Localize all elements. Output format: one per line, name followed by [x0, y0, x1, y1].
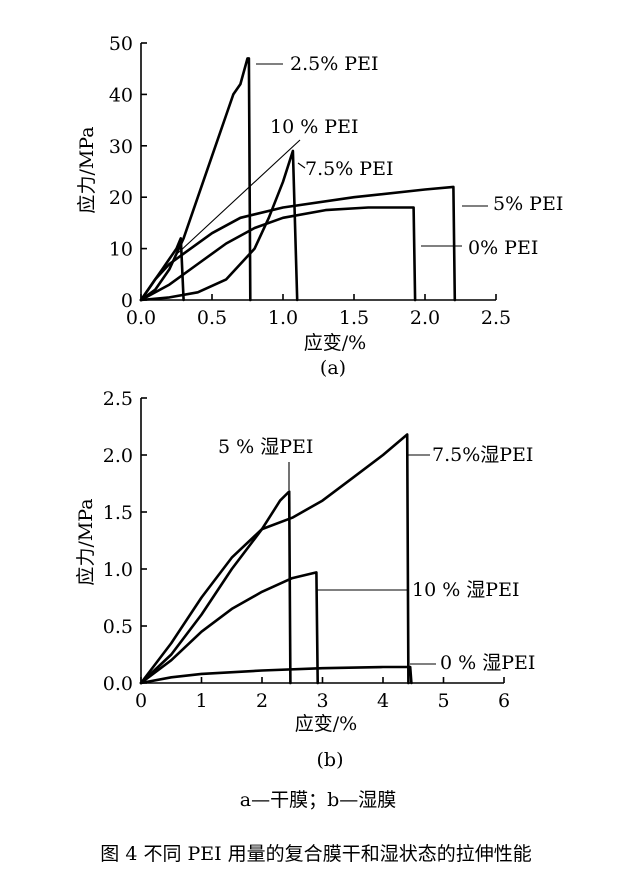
- panel-label-a: (a): [320, 357, 346, 379]
- y-tick-label: 1.5: [103, 502, 133, 524]
- y-tick-label: 30: [109, 136, 133, 158]
- y-tick-label: 40: [109, 84, 133, 106]
- curves-a: [139, 57, 457, 302]
- series-line: [139, 433, 410, 685]
- leaders-a: [177, 63, 488, 254]
- series-label: 2.5% PEI: [290, 53, 378, 75]
- series-leader-line: [177, 139, 301, 254]
- x-tick-label: 0: [135, 690, 147, 712]
- y-axis-title-b: 应力/MPa: [75, 498, 97, 585]
- x-tick-label: 1.5: [339, 307, 369, 329]
- series-leader-line: [297, 162, 306, 169]
- x-tick-label: 1.0: [268, 307, 298, 329]
- series-label: 0% PEI: [468, 237, 538, 259]
- labels-b: 5 % 湿PEI 7.5%湿PEI 10 % 湿PEI 0 % 湿PEI: [218, 436, 535, 674]
- series-line: [139, 57, 252, 302]
- x-tick-label: 3: [316, 690, 328, 712]
- y-tick-label: 0: [121, 290, 133, 312]
- chart-a: 0.0 0.5 1.0 1.5 2.0 2.5 0 10 20 30 40 50 2.5% PEI 10…: [76, 33, 563, 379]
- x-tick-label: 0.5: [197, 307, 227, 329]
- y-tick-label: 0.0: [103, 673, 133, 695]
- leaders-b: [288, 454, 436, 665]
- series-line: [139, 665, 413, 685]
- series-line: [139, 149, 299, 302]
- axes-b: 0 1 2 3 4 5 6 0.0 0.5 1.0 1.5 2.0 2.5: [103, 388, 510, 712]
- y-tick-label: 50: [109, 33, 133, 55]
- x-tick-label: 5: [437, 690, 449, 712]
- series-label: 7.5%湿PEI: [432, 444, 533, 466]
- series-line: [139, 206, 417, 302]
- series-line: [139, 490, 292, 685]
- series-label: 5 % 湿PEI: [218, 436, 313, 458]
- series-label: 0 % 湿PEI: [440, 652, 535, 674]
- y-tick-label: 10: [109, 239, 133, 261]
- x-tick-label: 2.0: [410, 307, 440, 329]
- x-tick-label: 2: [256, 690, 268, 712]
- x-tick-label: 0.0: [126, 307, 156, 329]
- axes-a: 0.0 0.5 1.0 1.5 2.0 2.5 0 10 20 30 40 50: [109, 33, 511, 329]
- series-label: 10 % PEI: [270, 116, 358, 138]
- x-tick-label: 1: [195, 690, 207, 712]
- labels-a: 2.5% PEI 10 % PEI 7.5% PEI 5% PEI 0% PEI: [270, 53, 563, 259]
- y-tick-label: 2.0: [103, 445, 133, 467]
- y-tick-label: 1.0: [103, 559, 133, 581]
- chart-b: 0 1 2 3 4 5 6 0.0 0.5 1.0 1.5 2.0 2.5 5 % 湿PEI 7.5%湿P…: [75, 388, 535, 771]
- x-axis-title-b: 应变/%: [295, 713, 357, 735]
- y-tick-label: 2.5: [103, 388, 133, 410]
- y-tick-label: 0.5: [103, 616, 133, 638]
- series-label: 7.5% PEI: [305, 158, 393, 180]
- x-axis-title-a: 应变/%: [304, 332, 366, 354]
- series-label: 5% PEI: [493, 193, 563, 215]
- legend-note: a—干膜；b—湿膜: [240, 789, 397, 811]
- y-axis-title-a: 应力/MPa: [76, 126, 98, 213]
- series-line: [139, 571, 319, 685]
- series-label: 10 % 湿PEI: [412, 579, 519, 601]
- y-tick-label: 20: [109, 187, 133, 209]
- x-tick-label: 4: [377, 690, 389, 712]
- series-line: [139, 185, 457, 302]
- panel-label-b: (b): [317, 749, 344, 771]
- x-tick-label: 6: [498, 690, 510, 712]
- curves-b: [139, 433, 413, 685]
- x-tick-label: 2.5: [481, 307, 511, 329]
- figure-caption: 图 4 不同 PEI 用量的复合膜干和湿状态的拉伸性能: [100, 843, 531, 865]
